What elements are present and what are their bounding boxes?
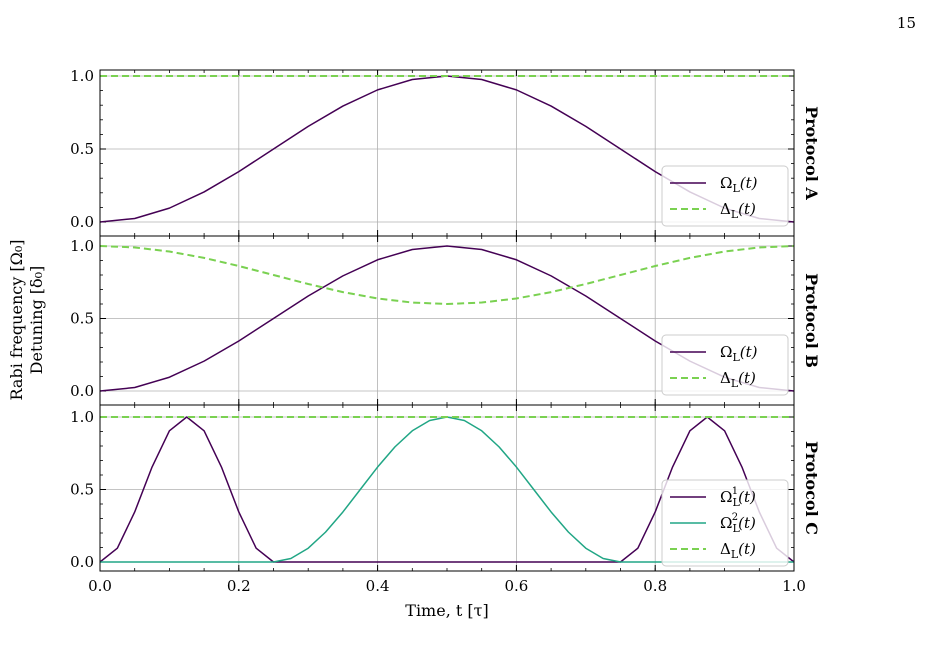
x-tick-label: 0.2 [227, 577, 251, 595]
y-tick-label: 0.5 [70, 481, 94, 499]
panel-1: 0.0 0.5 1.0 Protocol A ΩL(t) ΔL(t) [70, 67, 821, 237]
legend-box [661, 479, 789, 567]
y-tick-label: 0.5 [70, 310, 94, 328]
legend-box [661, 334, 789, 396]
x-tick-label: 0.6 [504, 577, 528, 595]
panel-label: Protocol A [802, 106, 821, 200]
y-axis-label-rabi: Rabi frequency [Ω₀] [7, 239, 26, 400]
panel-label: Protocol B [802, 273, 821, 368]
legend-label: ΩL(t) [720, 174, 758, 195]
x-tick-label: 0.8 [643, 577, 667, 595]
panel-2: 0.0 0.5 1.0 Protocol B ΩL(t) ΔL(t) [70, 235, 821, 406]
y-tick-label: 1.0 [70, 67, 94, 85]
legend-label: ΩL(t) [720, 343, 758, 364]
x-tick-label: 1.0 [782, 577, 806, 595]
x-tick-label: 0.4 [366, 577, 390, 595]
series-line-2 [99, 245, 795, 305]
legend-box [661, 165, 789, 227]
y-tick-label: 0.0 [70, 382, 94, 400]
axes-frame [99, 404, 795, 572]
series-line-1 [99, 416, 795, 563]
x-tick-label: 0.0 [88, 577, 112, 595]
y-tick-label: 1.0 [70, 408, 94, 426]
panels: 0.0 0.5 1.0 Protocol A ΩL(t) ΔL(t) 0.0 0.5 1.0 Pr… [70, 67, 821, 620]
page-number: 15 [896, 14, 916, 32]
legend-label: ΩL1(t) [720, 486, 756, 509]
legend: ΩL(t) ΔL(t) [661, 165, 789, 227]
legend: ΩL1(t) ΩL2(t) ΔL(t) [661, 479, 789, 567]
legend-label: ΩL2(t) [720, 512, 756, 535]
legend-label: ΔL(t) [720, 200, 756, 221]
y-axis-label-detuning: Detuning [δ₀] [27, 266, 46, 375]
legend-label: ΔL(t) [720, 540, 756, 561]
panel-label: Protocol C [802, 441, 821, 535]
legend: ΩL(t) ΔL(t) [661, 334, 789, 396]
panel-3: 0.0 0.5 1.0 Protocol C ΩL1(t) ΩL2(t) ΔL(t) 0.0 0… [70, 404, 821, 620]
y-tick-label: 0.5 [70, 140, 94, 158]
y-tick-label: 1.0 [70, 237, 94, 255]
legend-label: ΔL(t) [720, 369, 756, 390]
x-axis-label: Time, t [τ] [405, 601, 488, 620]
y-tick-label: 0.0 [70, 213, 94, 231]
y-tick-label: 0.0 [70, 553, 94, 571]
